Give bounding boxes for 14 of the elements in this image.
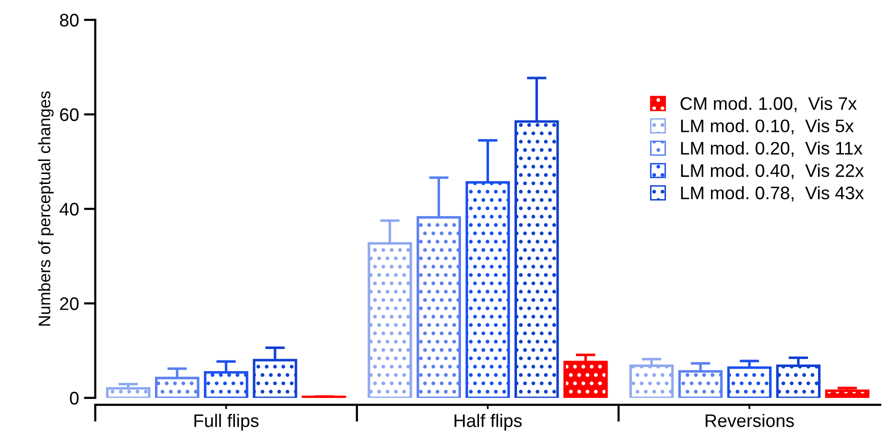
legend-label: LM mod. 0.20, Vis 11x: [681, 141, 862, 157]
legend-label: LM mod. 0.10, Vis 5x: [681, 119, 854, 134]
y-tick-label: 20: [60, 297, 79, 310]
x-tick-label: Half flips: [454, 414, 522, 431]
y-tick-label: 80: [60, 14, 79, 27]
y-tick-label: 40: [60, 202, 79, 216]
y-axis-title: Numbers of perceptual changes: [38, 91, 54, 326]
legend-label: LM mod. 0.40, Vis 22x: [681, 164, 864, 180]
legend-label: LM mod. 0.78, Vis 43x: [681, 186, 864, 202]
y-tick-label: 60: [60, 108, 79, 122]
x-tick-label: Reversions: [706, 414, 794, 428]
y-tick-label: 0: [70, 392, 79, 405]
legend-label: CM mod. 1.00, Vis 7x: [680, 96, 857, 112]
x-tick-label: Full flips: [194, 414, 259, 431]
